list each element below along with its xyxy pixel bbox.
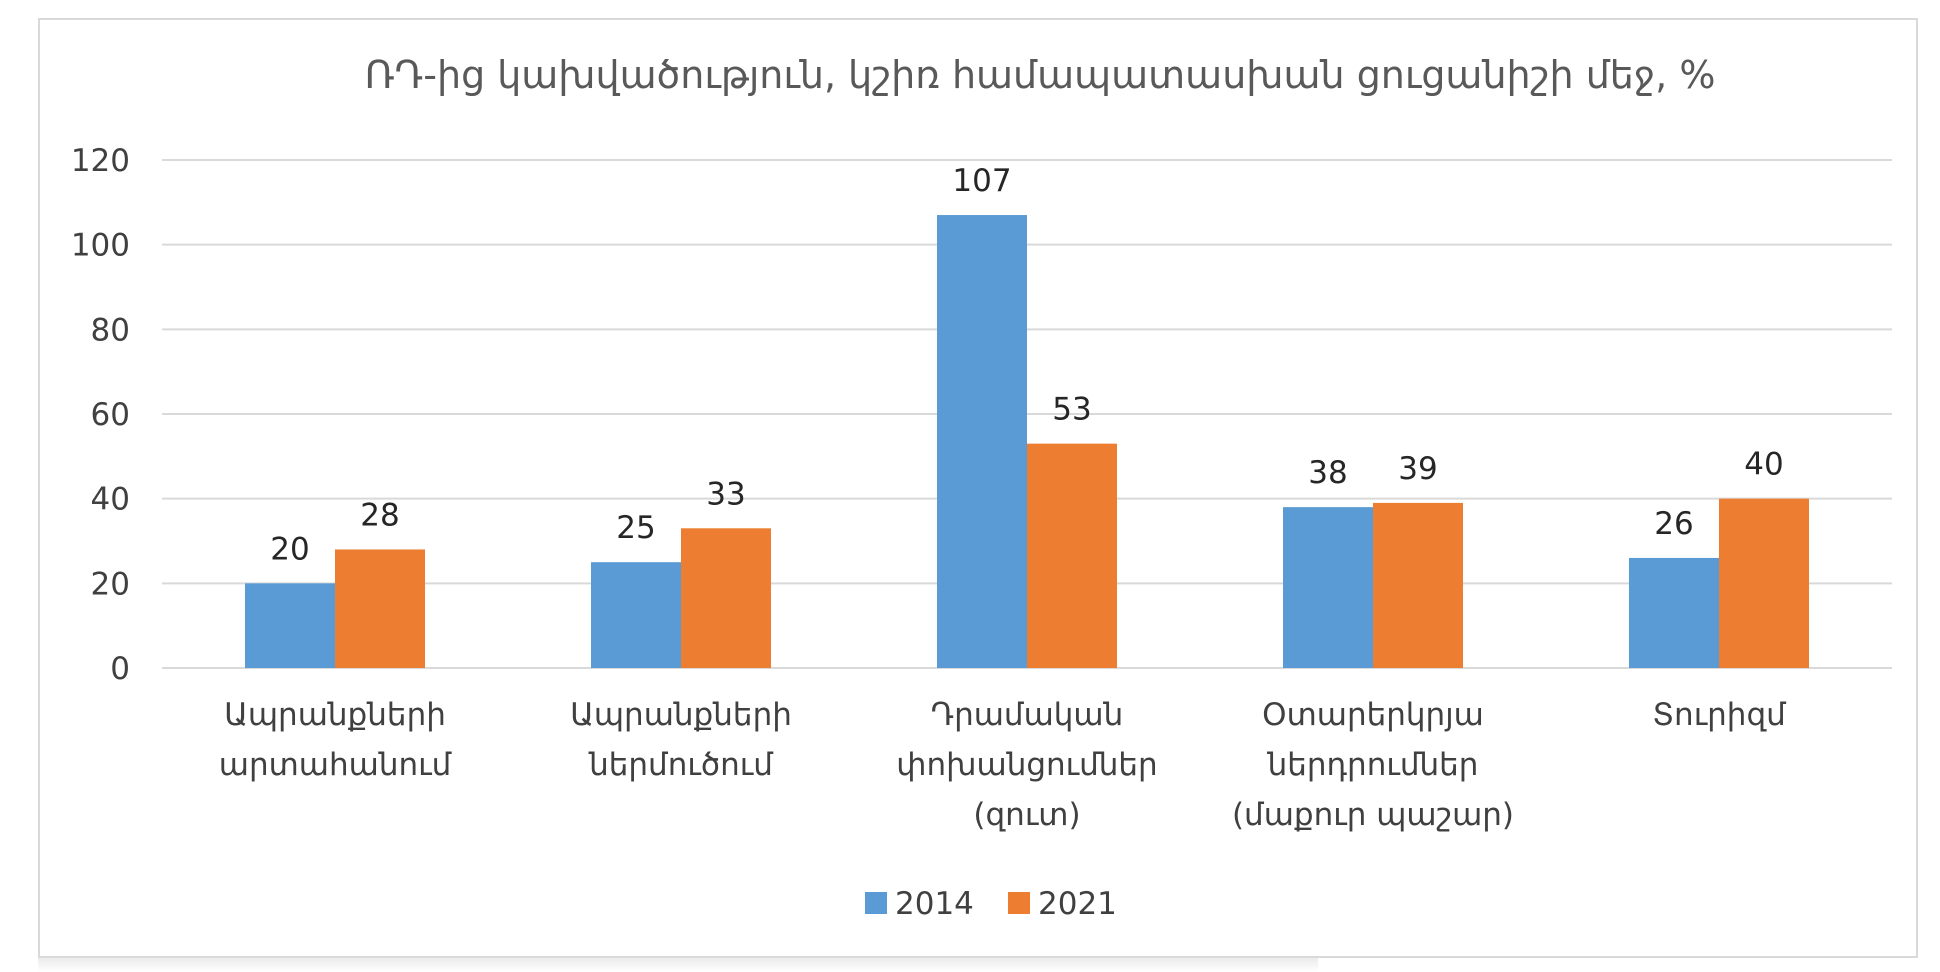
y-tick-label: 20 — [91, 566, 130, 602]
bar-chart: ՌԴ-ից կախվածություն, կշիռ համապատասխան ց… — [71, 53, 1892, 922]
y-tick-label: 120 — [71, 143, 130, 179]
data-label: 20 — [270, 531, 309, 567]
data-label: 26 — [1654, 506, 1693, 542]
data-label: 107 — [952, 163, 1011, 199]
category-label-line: ներմուծում — [588, 747, 774, 783]
category-label: Ապրանքների արտահանում — [219, 697, 453, 783]
category-label: Ապրանքների ներմուծում — [570, 697, 792, 783]
bar-2014 — [245, 583, 335, 668]
y-axis-tick-labels: 0 20 40 60 80 100 120 — [71, 143, 130, 687]
category-label-line: Դրամական — [931, 697, 1124, 733]
category-label-line: արտահանում — [219, 747, 453, 783]
y-tick-label: 60 — [91, 397, 130, 433]
chart-frame: ՌԴ-ից կախվածություն, կշիռ համապատասխան ց… — [38, 18, 1918, 958]
category-label-line: (զուտ) — [973, 797, 1080, 833]
category-label: Դրամական փոխանցումներ (զուտ) — [896, 697, 1157, 833]
legend: 2014 2021 — [865, 886, 1117, 922]
data-label: 28 — [360, 497, 399, 533]
data-label: 53 — [1052, 392, 1091, 428]
data-label: 33 — [706, 476, 745, 512]
category-label: Օտարերկրյա ներդրումներ (մաքուր պաշար) — [1232, 697, 1514, 833]
data-label: 38 — [1308, 455, 1347, 491]
category-label: Տուրիզմ — [1652, 697, 1787, 733]
y-tick-label: 40 — [91, 482, 130, 518]
y-tick-label: 80 — [91, 312, 130, 348]
legend-label: 2021 — [1038, 886, 1117, 922]
data-labels: 20 28 25 33 107 53 38 39 26 40 — [270, 163, 1783, 567]
category-label-line: ներդրումներ — [1267, 747, 1479, 783]
bar-2021 — [1027, 443, 1117, 668]
bar-2021 — [681, 528, 771, 668]
data-label: 25 — [616, 510, 655, 546]
bar-2014 — [937, 215, 1027, 669]
bar-2021 — [1373, 502, 1463, 668]
y-tick-label: 100 — [71, 228, 130, 264]
category-label-line: Տուրիզմ — [1652, 697, 1787, 733]
bar-2021 — [1719, 498, 1809, 668]
legend-label: 2014 — [895, 886, 974, 922]
bar-2014 — [1629, 557, 1719, 668]
category-label-line: փոխանցումներ — [896, 747, 1157, 783]
data-label: 40 — [1744, 447, 1783, 483]
data-label: 39 — [1398, 451, 1437, 487]
legend-swatch-2014 — [865, 892, 887, 914]
chart-title: ՌԴ-ից կախվածություն, կշիռ համապատասխան ց… — [365, 53, 1716, 97]
legend-swatch-2021 — [1008, 892, 1030, 914]
category-label-line: (մաքուր պաշար) — [1232, 797, 1514, 833]
bar-2021 — [335, 549, 425, 668]
bars — [245, 215, 1809, 669]
category-label-line: Օտարերկրյա — [1262, 697, 1484, 733]
x-axis-category-labels: Ապրանքների արտահանում Ապրանքների ներմուծում… — [219, 697, 1787, 833]
category-label-line: Ապրանքների — [570, 697, 792, 733]
y-tick-label: 0 — [110, 651, 130, 687]
frame-shadow — [38, 958, 1318, 972]
bar-2014 — [591, 562, 681, 668]
category-label-line: Ապրանքների — [224, 697, 446, 733]
bar-2014 — [1283, 507, 1373, 668]
